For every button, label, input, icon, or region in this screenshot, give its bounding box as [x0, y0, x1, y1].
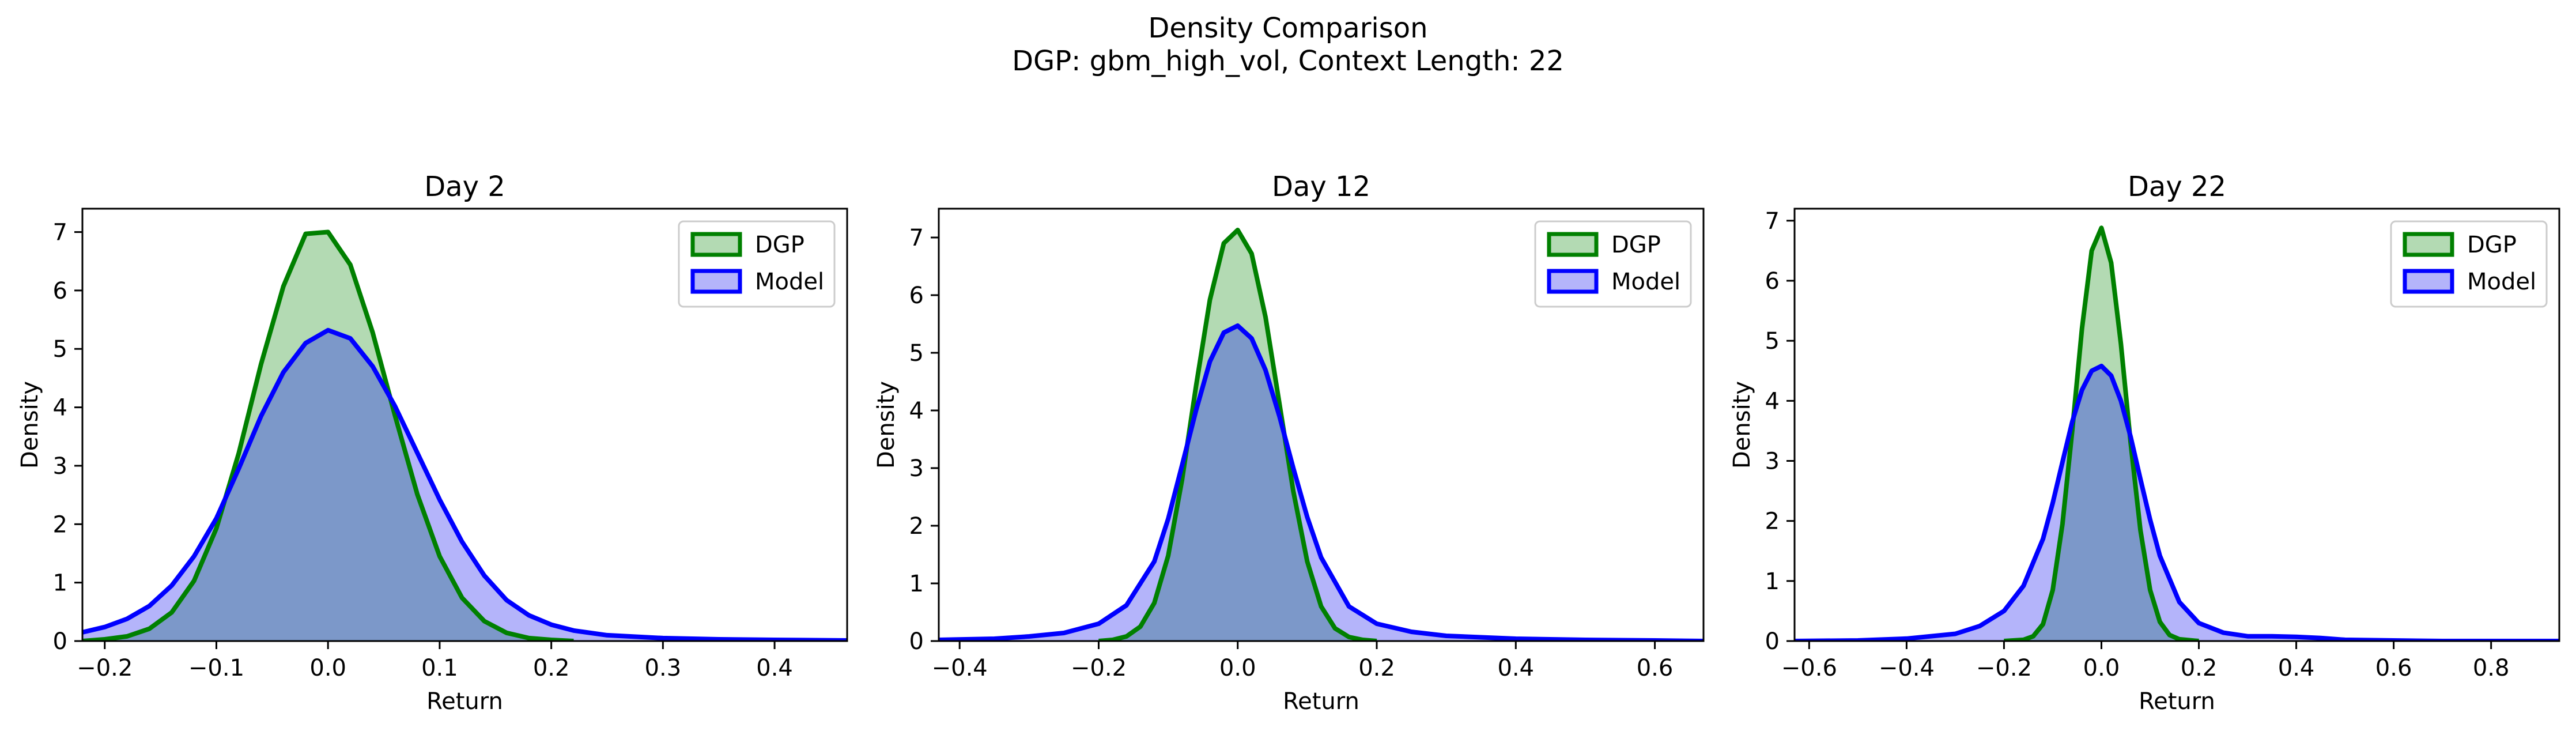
dgp-density-line [1098, 228, 1377, 641]
y-tick-label: 4 [1765, 388, 1780, 414]
y-tick-label: 5 [909, 340, 924, 367]
legend-swatch-dgp [2403, 232, 2454, 257]
y-tick-label: 2 [1765, 508, 1780, 535]
x-tick-label: 0.0 [2083, 655, 2120, 681]
x-tick-label: 0.4 [756, 655, 793, 681]
y-tick-label: 1 [53, 570, 67, 597]
axes-frame [938, 208, 1705, 642]
model-density-fill [939, 326, 1704, 641]
y-tick-label: 5 [1765, 328, 1780, 355]
legend-label-model: Model [755, 269, 824, 295]
legend: DGP Model [1534, 220, 1692, 308]
subplot-title: Day 12 [1272, 171, 1370, 203]
model-density-line [1795, 363, 2559, 641]
y-tick-label: 7 [909, 225, 924, 251]
plot-area [1795, 225, 2559, 641]
x-axis-label: Return [1283, 688, 1359, 715]
y-axis-label: Density [1729, 381, 1755, 469]
y-tick-label: 7 [53, 220, 67, 246]
x-tick-label: 0.2 [1358, 655, 1395, 681]
subplot-2: Day 12 −0.4 −0.2 0.0 0.2 0.4 0.6 0 1 2 3 4 5 6 7 Return… [873, 171, 1705, 715]
model-density-line [939, 323, 1704, 641]
legend-swatch-model [2403, 269, 2454, 294]
x-tick-label: 0.8 [2473, 655, 2510, 681]
y-axis-label: Density [873, 381, 900, 469]
x-tick-label: −0.2 [1976, 655, 2032, 681]
x-tick-label: 0.0 [309, 655, 346, 681]
dgp-density-line [82, 229, 574, 641]
y-tick-label: 3 [53, 453, 67, 480]
x-tick-label: 0.6 [2375, 655, 2412, 681]
figure-title-line1: Density Comparison [1148, 12, 1427, 44]
legend-label-model: Model [2467, 269, 2536, 295]
x-tick-label: −0.4 [1879, 655, 1935, 681]
y-tick-label: 7 [1765, 208, 1780, 235]
y-tick-label: 6 [909, 282, 924, 309]
y-tick-label: 5 [53, 336, 67, 363]
plot-area [82, 229, 847, 641]
x-tick-label: −0.2 [77, 655, 133, 681]
axes-frame [1793, 208, 2560, 642]
y-tick-label: 0 [53, 628, 67, 655]
subplot-title: Day 2 [424, 171, 505, 203]
plot-area [939, 228, 1704, 641]
x-tick-label: 0.0 [1219, 655, 1256, 681]
x-tick-label: −0.1 [188, 655, 244, 681]
y-tick-label: 6 [1765, 268, 1780, 295]
y-tick-label: 2 [53, 511, 67, 538]
x-axis-label: Return [2139, 688, 2215, 715]
y-tick-label: 2 [909, 513, 924, 540]
x-tick-label: 0.2 [2181, 655, 2218, 681]
x-axis-label: Return [426, 688, 503, 715]
x-tick-label: −0.4 [932, 655, 988, 681]
legend-swatch-dgp [1547, 232, 1599, 257]
subplot-1: Day 2 −0.2 −0.1 0.0 0.1 0.2 0.3 0.4 0 1 2 3 4 5 6 7 Retu… [17, 171, 848, 715]
legend: DGP Model [2390, 220, 2548, 308]
model-density-line [82, 327, 847, 641]
legend-swatch-dgp [690, 232, 742, 257]
dgp-density-line [2004, 225, 2199, 641]
axes-frame [81, 208, 848, 642]
y-tick-label: 6 [53, 278, 67, 304]
y-tick-label: 4 [53, 395, 67, 421]
overlap-fill [82, 330, 574, 641]
figure-title-line2: DGP: gbm_high_vol, Context Length: 22 [1012, 45, 1564, 77]
x-tick-label: 0.6 [1637, 655, 1674, 681]
y-tick-label: 3 [909, 455, 924, 482]
legend-swatch-model [1547, 269, 1599, 294]
x-tick-label: 0.1 [421, 655, 458, 681]
y-tick-label: 4 [909, 398, 924, 424]
y-axis-label: Density [17, 381, 43, 469]
legend-label-dgp: DGP [1611, 232, 1661, 258]
x-tick-label: 0.2 [533, 655, 570, 681]
x-tick-label: −0.2 [1071, 655, 1127, 681]
legend: DGP Model [678, 220, 836, 308]
y-tick-label: 0 [1765, 628, 1780, 655]
y-tick-label: 3 [1765, 448, 1780, 475]
subplot-title: Day 22 [2128, 171, 2226, 203]
x-tick-label: −0.6 [1781, 655, 1837, 681]
legend-swatch-model [690, 269, 742, 294]
legend-label-dgp: DGP [755, 232, 804, 258]
y-tick-label: 1 [909, 571, 924, 597]
y-tick-label: 0 [909, 628, 924, 655]
subplot-3: Day 22 −0.6 −0.4 −0.2 0.0 0.2 0.4 0.6 0.8 0 1 2 3 4 5 6… [1729, 171, 2560, 715]
legend-label-dgp: DGP [2467, 232, 2517, 258]
x-tick-label: 0.3 [645, 655, 682, 681]
x-tick-label: 0.4 [2278, 655, 2315, 681]
x-tick-label: 0.4 [1497, 655, 1534, 681]
legend-label-model: Model [1611, 269, 1680, 295]
subplot-panels: Day 2 −0.2 −0.1 0.0 0.1 0.2 0.3 0.4 0 1 2 3 4 5 6 7 Retu… [17, 171, 2560, 715]
y-tick-label: 1 [1765, 568, 1780, 595]
